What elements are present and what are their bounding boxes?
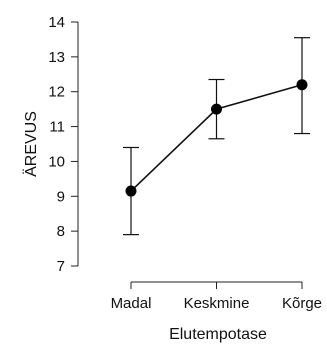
data-point-0 bbox=[125, 185, 137, 197]
x-tick-label-1: Keskmine bbox=[184, 295, 250, 312]
data-point-1 bbox=[211, 103, 222, 115]
y-tick-label-13: 13 bbox=[48, 49, 65, 66]
y-tick-label-8: 8 bbox=[57, 223, 65, 240]
x-axis-title: Elutempotase bbox=[169, 326, 267, 343]
y-tick-label-11: 11 bbox=[49, 119, 65, 136]
error-bars bbox=[123, 37, 310, 236]
y-axis-title: ÄREVUS bbox=[22, 111, 40, 177]
x-axis: Madal Keskmine Kõrge bbox=[111, 281, 322, 312]
x-tick-label-2: Kõrge bbox=[282, 295, 322, 312]
y-tick-label-10: 10 bbox=[48, 153, 65, 170]
y-axis: 7 8 9 10 11 12 13 14 bbox=[48, 14, 79, 275]
x-tick-label-0: Madal bbox=[111, 295, 152, 312]
y-tick-label-7: 7 bbox=[57, 258, 65, 275]
x-ticks: Madal Keskmine Kõrge bbox=[111, 282, 322, 312]
y-tick-label-9: 9 bbox=[57, 188, 65, 205]
y-tick-label-12: 12 bbox=[48, 84, 65, 101]
y-ticks: 7 8 9 10 11 12 13 14 bbox=[48, 14, 78, 275]
data-points bbox=[125, 79, 308, 197]
data-point-2 bbox=[296, 79, 308, 91]
y-tick-label-14: 14 bbox=[48, 14, 65, 31]
